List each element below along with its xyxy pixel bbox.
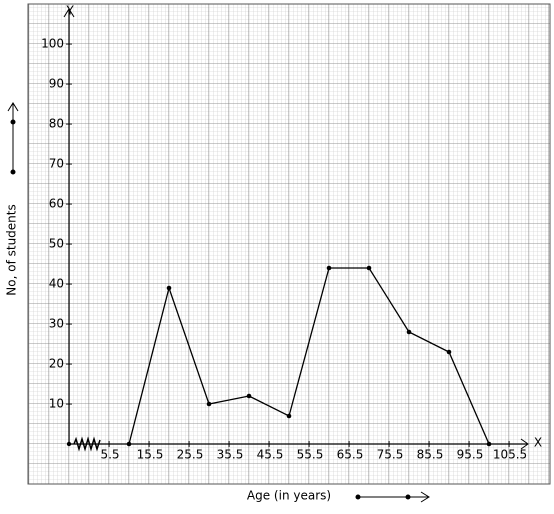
x-tick-label: 85.5: [417, 448, 444, 462]
y-axis-label: No, of students: [5, 204, 19, 295]
y-arrow: [63, 8, 75, 18]
x-arrow: [520, 438, 529, 450]
data-point: [326, 265, 332, 271]
x-tick-label: 25.5: [177, 448, 204, 462]
y-tick-label: 80: [49, 117, 64, 131]
x-tick-label: 65.5: [337, 448, 364, 462]
x-tick-label: 95.5: [457, 448, 484, 462]
y-tick-label: 40: [49, 277, 64, 291]
y-tick-label: 70: [49, 157, 64, 171]
data-point: [246, 393, 252, 399]
y-tick-label: 60: [49, 197, 64, 211]
x-tick-label: 105.5: [493, 448, 527, 462]
x-tick-label: 75.5: [377, 448, 404, 462]
data-point: [406, 329, 412, 335]
data-point: [166, 285, 172, 291]
axis-break: [73, 436, 101, 452]
y-direction-arrow: [7, 102, 19, 175]
data-line: [128, 267, 490, 445]
y-tick-label: 10: [49, 397, 64, 411]
data-point: [486, 441, 492, 447]
data-point: [126, 441, 132, 447]
x-tick-label: 55.5: [297, 448, 324, 462]
x-tick-label: 45.5: [257, 448, 284, 462]
data-point: [366, 265, 372, 271]
y-tick-label: 30: [49, 317, 64, 331]
x-axis-label: Age (in years): [247, 489, 331, 503]
data-point: [446, 349, 452, 355]
x-axis-name: X: [534, 436, 542, 450]
x-direction-arrow: [355, 491, 430, 503]
y-axis-name: Y: [65, 4, 74, 18]
origin: [66, 441, 72, 447]
data-point: [286, 413, 292, 419]
x-tick-label: 15.5: [137, 448, 164, 462]
graph-border: [27, 3, 551, 485]
y-tick-label: 90: [49, 77, 64, 91]
y-tick-label: 20: [49, 357, 64, 371]
x-tick-label: 5.5: [100, 448, 119, 462]
y-tick-label: 50: [49, 237, 64, 251]
data-point: [206, 401, 212, 407]
x-tick-label: 35.5: [217, 448, 244, 462]
y-tick-label: 100: [41, 37, 64, 51]
graph-paper: [28, 4, 550, 484]
